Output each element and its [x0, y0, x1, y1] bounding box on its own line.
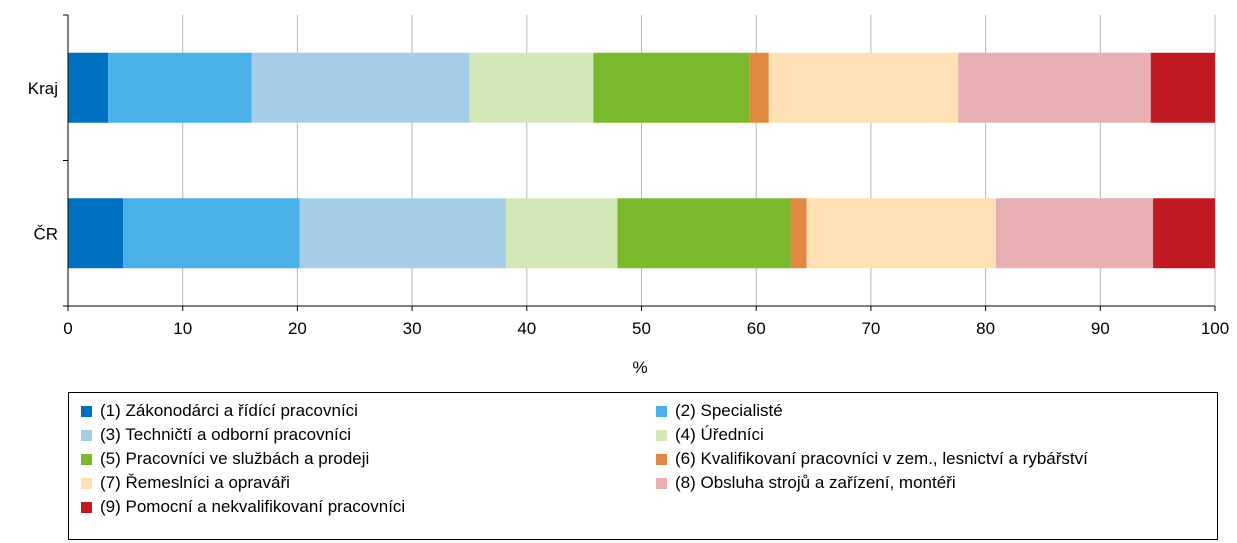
bar-segment: [593, 52, 750, 123]
bar-segment: [251, 52, 470, 123]
category-label: Kraj: [28, 79, 58, 98]
x-tick-label: 40: [517, 319, 536, 338]
bar-segment: [790, 198, 807, 269]
legend-label: (2) Specialisté: [675, 401, 783, 420]
legend-item: (3) Techničtí a odborní pracovníci: [81, 423, 656, 447]
legend-item: (8) Obsluha strojů a zařízení, montéři: [656, 471, 1211, 495]
legend-item: (7) Řemeslníci a opraváři: [81, 471, 656, 495]
legend: (1) Zákonodárci a řídící pracovníci (2) S…: [68, 392, 1218, 540]
legend-swatch: [81, 405, 92, 417]
x-tick-label: 70: [861, 319, 880, 338]
legend-item: (1) Zákonodárci a řídící pracovníci: [81, 399, 656, 423]
legend-label: (4) Úředníci: [675, 425, 764, 444]
legend-label: (9) Pomocní a nekvalifikovaní pracovníci: [100, 497, 406, 516]
legend-label: (8) Obsluha strojů a zařízení, montéři: [675, 473, 956, 492]
legend-item: (9) Pomocní a nekvalifikovaní pracovníci: [81, 495, 656, 519]
bar-segment: [108, 52, 252, 123]
legend-item: (2) Specialisté: [656, 399, 1211, 423]
x-tick-label: 90: [1091, 319, 1110, 338]
legend-swatch: [656, 477, 667, 489]
x-tick-labels: 0 10 20 30 40 50 60 70 80 90 100: [63, 319, 1229, 338]
bar-segment: [749, 52, 769, 123]
legend-item: (6) Kvalifikovaní pracovníci v zem., les…: [656, 447, 1211, 471]
bar-segment: [469, 52, 594, 123]
bar-segment: [768, 52, 959, 123]
legend-item: (4) Úředníci: [656, 423, 1211, 447]
bar-segment: [806, 198, 996, 269]
bar-segment: [299, 198, 507, 269]
legend-label: (1) Zákonodárci a řídící pracovníci: [100, 401, 358, 420]
bar-segment: [958, 52, 1151, 123]
bar-segment: [1150, 52, 1215, 123]
legend-label: (5) Pracovníci ve službách a prodeji: [100, 449, 370, 468]
category-label: ČR: [33, 224, 58, 243]
bar-series: [68, 52, 1215, 269]
category-labels: Kraj ČR: [28, 79, 58, 244]
bar-segment: [68, 52, 109, 123]
x-tick-label: 10: [173, 319, 192, 338]
bar-segment: [68, 198, 124, 269]
legend-swatch: [656, 429, 667, 441]
legend-label: (7) Řemeslníci a opraváři: [100, 473, 290, 492]
x-tick-label: 100: [1201, 319, 1229, 338]
legend-swatch: [656, 453, 667, 465]
legend-label: (3) Techničtí a odborní pracovníci: [100, 425, 352, 444]
x-tick-label: 80: [976, 319, 995, 338]
axes: [63, 14, 1216, 311]
bar-segment: [123, 198, 300, 269]
x-tick-label: 0: [63, 319, 72, 338]
bar-segment: [506, 198, 618, 269]
legend-swatch: [81, 453, 92, 465]
legend-swatch: [656, 405, 667, 417]
legend-items: (1) Zákonodárci a řídící pracovníci (2) S…: [81, 399, 1211, 519]
bar-segment: [1153, 198, 1215, 269]
legend-swatch: [81, 429, 92, 441]
x-tick-label: 60: [747, 319, 766, 338]
legend-item: (5) Pracovníci ve službách a prodeji: [81, 447, 656, 471]
x-tick-label: 20: [288, 319, 307, 338]
bar-segment: [617, 198, 791, 269]
legend-swatch: [81, 501, 92, 513]
stacked-bar-chart: 0 10 20 30 40 50 60 70 80 90 100 Kraj ČR %: [28, 14, 1229, 377]
legend-swatch: [81, 477, 92, 489]
x-tick-label: 30: [403, 319, 422, 338]
bar-segment: [995, 198, 1154, 269]
x-tick-label: 50: [632, 319, 651, 338]
x-axis-label: %: [632, 358, 647, 377]
legend-label: (6) Kvalifikovaní pracovníci v zem., les…: [675, 449, 1088, 468]
